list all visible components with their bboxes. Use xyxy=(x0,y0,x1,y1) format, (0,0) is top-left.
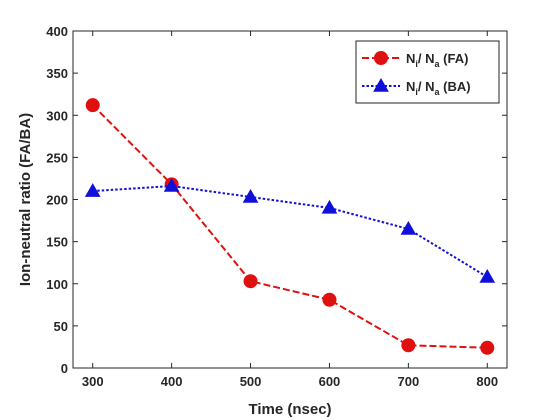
legend-label-part: a xyxy=(435,59,441,69)
legend-label-part: / N xyxy=(418,79,435,94)
legend-label: Ni/ Na (FA) xyxy=(406,51,468,69)
legend-entry-ba: Ni/ Na (BA) xyxy=(362,77,471,97)
x-tick-label: 600 xyxy=(319,374,341,389)
y-tick-label: 150 xyxy=(46,235,68,250)
data-point xyxy=(243,274,258,289)
series-layer xyxy=(84,98,496,355)
legend-label-part: i xyxy=(415,59,418,69)
y-tick-label: 200 xyxy=(46,193,68,208)
data-point xyxy=(84,183,101,197)
legend-entry-fa: Ni/ Na (FA) xyxy=(362,51,468,69)
data-point xyxy=(242,188,259,203)
legend-label-part: i xyxy=(415,87,418,97)
data-point xyxy=(401,338,416,353)
y-tick-label: 100 xyxy=(46,277,68,292)
x-tick-label: 800 xyxy=(476,374,498,389)
legend-label: Ni/ Na (BA) xyxy=(406,79,471,97)
data-point xyxy=(479,269,496,283)
y-tick-label: 0 xyxy=(61,361,68,376)
legend-label-part: / N xyxy=(418,51,435,66)
x-tick-label: 700 xyxy=(398,374,420,389)
data-point xyxy=(480,340,495,355)
data-point xyxy=(400,220,417,235)
data-point xyxy=(322,292,337,307)
legend: Ni/ Na (FA)Ni/ Na (BA) xyxy=(355,40,500,104)
data-point xyxy=(163,178,180,192)
x-axis-label: Time (nsec) xyxy=(248,401,331,418)
x-tick-label: 300 xyxy=(82,374,104,389)
legend-label-part: a xyxy=(435,87,441,97)
plot-area: 300 400 500 600 700 800 0 50 100 150 200 250 300 350 4… xyxy=(46,24,508,389)
data-point xyxy=(85,98,100,113)
series-line xyxy=(92,185,488,278)
y-tick-label: 250 xyxy=(46,150,68,165)
y-tick-label: 400 xyxy=(46,24,68,39)
data-point xyxy=(321,199,338,214)
series-fa xyxy=(85,98,495,355)
legend-swatch-marker xyxy=(373,77,389,92)
series-ba xyxy=(84,178,496,283)
legend-swatch-marker xyxy=(374,51,388,65)
y-tick-label: 50 xyxy=(54,319,68,334)
y-tick-label: 350 xyxy=(46,66,68,81)
legend-label-part: (BA) xyxy=(440,79,471,94)
x-tick-label: 400 xyxy=(161,374,183,389)
y-axis-label: Ion-neutral ratio (FA/BA) xyxy=(17,113,34,286)
legend-label-part: (FA) xyxy=(440,51,469,66)
legend-label-part: N xyxy=(406,51,415,66)
y-tick-label: 300 xyxy=(46,108,68,123)
tick-layer: 300 400 500 600 700 800 0 50 100 150 200 250 300 350 4… xyxy=(46,24,507,389)
series-line xyxy=(92,104,488,349)
x-tick-label: 500 xyxy=(240,374,262,389)
legend-label-part: N xyxy=(406,79,415,94)
